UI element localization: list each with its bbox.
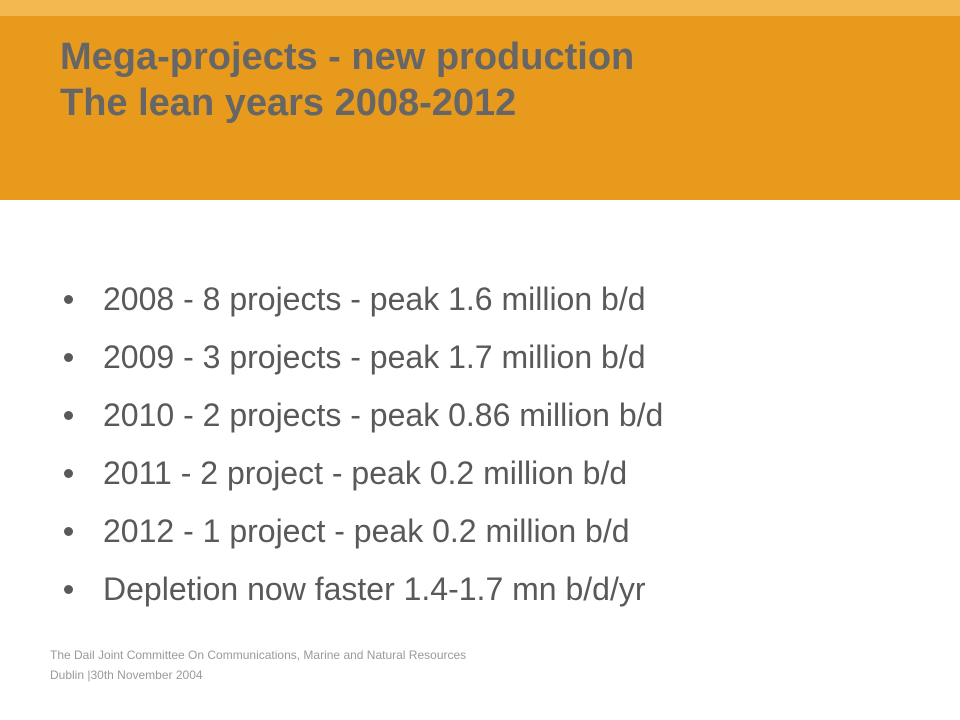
bullet-item: 2008 - 8 projects - peak 1.6 million b/d <box>0 270 663 328</box>
bullet-item: 2012 - 1 project - peak 0.2 million b/d <box>0 502 663 560</box>
footer-line: The Dail Joint Committee On Communicatio… <box>50 648 467 662</box>
bullet-item: Depletion now faster 1.4-1.7 mn b/d/yr <box>0 560 663 618</box>
bullet-list: 2008 - 8 projects - peak 1.6 million b/d… <box>0 270 663 618</box>
header-band <box>0 16 960 200</box>
title-line: The lean years 2008-2012 <box>60 82 517 124</box>
bullet-item: 2010 - 2 projects - peak 0.86 million b/… <box>0 386 663 444</box>
bullet-item: 2009 - 3 projects - peak 1.7 million b/d <box>0 328 663 386</box>
bullet-item: 2011 - 2 project - peak 0.2 million b/d <box>0 444 663 502</box>
footer: The Dail Joint Committee On Communicatio… <box>50 645 466 685</box>
slide-title: Mega-projects - new production The lean … <box>60 34 634 126</box>
header-strip <box>0 0 960 16</box>
footer-line: Dublin |30th November 2004 <box>50 668 203 682</box>
title-line: Mega-projects - new production <box>60 36 635 78</box>
